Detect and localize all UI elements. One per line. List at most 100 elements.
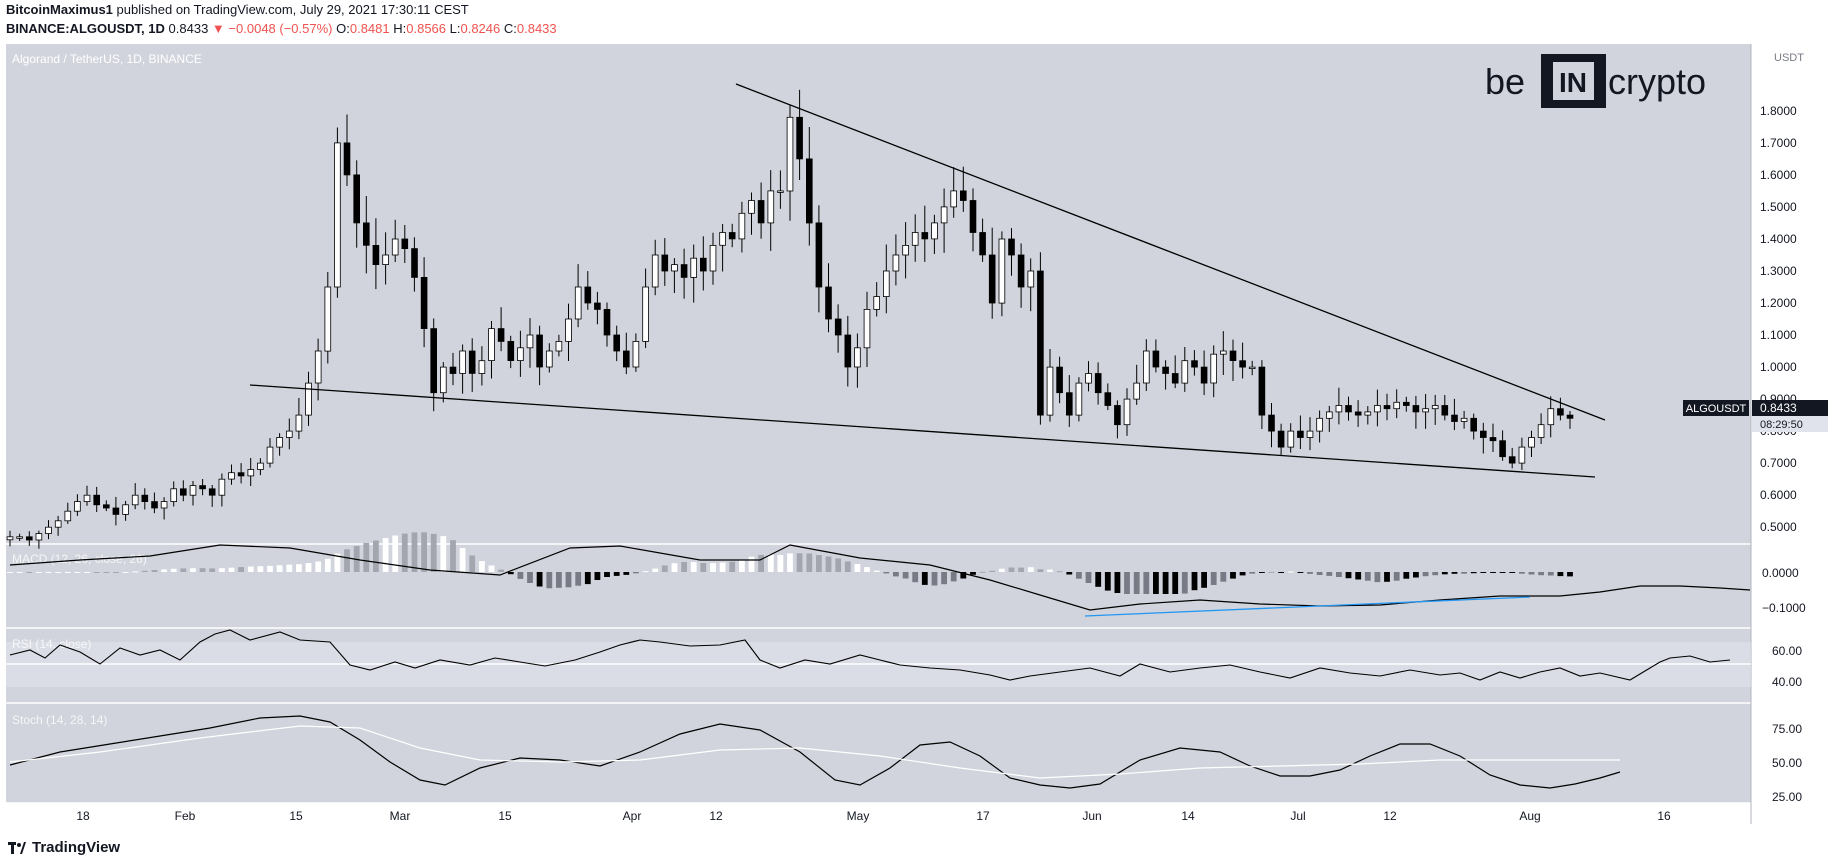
footer-brand-text: TradingView (32, 839, 121, 856)
macd-bar (941, 572, 947, 585)
price-axis-tick: 0.6000 (1760, 488, 1797, 502)
candle-body (1200, 366, 1208, 384)
macd-bar (315, 561, 322, 572)
time-axis[interactable]: 18 Feb 15 Mar 15 Apr 12 May 17 Jun 14 Ju… (76, 809, 1671, 823)
candle-body (709, 244, 717, 272)
macd-bar (1480, 572, 1487, 573)
candle-body (103, 504, 110, 509)
macd-bar (729, 561, 736, 572)
candle-body (1306, 430, 1314, 438)
macd-bar (219, 568, 225, 572)
close-value: 0.8433 (516, 21, 557, 36)
stoch-tick: 50.00 (1772, 756, 1802, 770)
candle-body (1354, 411, 1362, 416)
macd-bar (1451, 572, 1458, 574)
logo-in: IN (1559, 67, 1587, 98)
macd-bar (1422, 572, 1429, 577)
candle-body (372, 244, 380, 265)
candle-body (1393, 401, 1401, 410)
candle-body (815, 222, 823, 288)
candle-body (6, 536, 14, 541)
macd-bar (796, 553, 803, 572)
rsi-label: RSI (14, close) (12, 637, 91, 651)
candle-body (420, 276, 428, 329)
macd-bar (623, 572, 630, 575)
candle-body (661, 254, 669, 272)
candle-body (468, 350, 476, 374)
macd-bar (825, 556, 832, 572)
author-name[interactable]: BitcoinMaximus1 (6, 2, 113, 17)
price-axis[interactable]: 0.50000.60000.70000.80000.90001.00001.10… (1760, 104, 1797, 534)
high-label: H: (393, 21, 407, 36)
macd-bar (902, 572, 909, 579)
macd-bar (421, 532, 427, 572)
macd-bar (681, 562, 687, 572)
macd-bar (1461, 572, 1467, 574)
candle-body (247, 469, 255, 477)
macd-trendline[interactable] (1084, 596, 1531, 617)
macd-bar (1441, 572, 1448, 575)
macd-bar (739, 559, 745, 572)
upper-trendline[interactable] (735, 83, 1606, 421)
candle-body (1518, 446, 1526, 464)
x-tick: 15 (498, 809, 512, 823)
tradingview-logo-icon (8, 841, 26, 854)
stoch-tick: 75.00 (1772, 722, 1802, 736)
candle-body (892, 254, 900, 272)
candle-body (1489, 437, 1497, 442)
candle-body (93, 494, 101, 506)
macd-bar (960, 572, 967, 579)
high-value: 0.8566 (406, 21, 447, 36)
candle-body (1181, 360, 1189, 384)
macd-bar (1133, 572, 1140, 594)
macd-bar (758, 554, 764, 572)
candle-body (806, 158, 813, 224)
stoch-k-line (9, 715, 1621, 789)
candle-body (526, 334, 534, 349)
price-axis-tick: 1.1000 (1760, 328, 1797, 342)
down-arrow-icon: ▼ (211, 21, 225, 36)
candle-body (950, 190, 957, 208)
macd-bar (479, 561, 485, 572)
macd-bar (151, 570, 158, 572)
rsi-tick: 60.00 (1772, 644, 1802, 658)
candle-body (1566, 414, 1574, 419)
candle-body (507, 340, 515, 361)
candle-body (391, 238, 399, 256)
macd-bar (1374, 572, 1381, 583)
macd-bar (787, 553, 793, 572)
x-tick: Mar (390, 809, 411, 823)
lower-trendline[interactable] (249, 384, 1596, 478)
price-change: −0.0048 (−0.57%) (228, 21, 333, 36)
price-axis-tick: 1.7000 (1760, 136, 1797, 150)
candle-body (1008, 238, 1015, 256)
macd-bar (1249, 572, 1256, 574)
macd-bar (401, 533, 408, 572)
price-axis-tick: 1.3000 (1760, 264, 1797, 278)
footer-brand[interactable]: TradingView (8, 839, 120, 856)
candle-body (1133, 382, 1141, 400)
macd-bar (989, 570, 996, 572)
close-label: C: (503, 21, 517, 36)
chart-area[interactable]: Algorand / TetherUS, 1D, BINANCE MACD (1… (0, 0, 1828, 835)
candle-body (1451, 414, 1458, 422)
candle-body (1470, 417, 1478, 432)
candle-body (266, 446, 274, 464)
macd-bar (1490, 572, 1496, 573)
rsi-line (9, 629, 1731, 681)
macd-bar (1307, 572, 1313, 574)
candle-series (6, 89, 1574, 549)
candle-body (1316, 417, 1323, 432)
x-tick: 17 (976, 809, 990, 823)
rsi-tick: 40.00 (1772, 675, 1802, 689)
candle-body (988, 254, 996, 304)
macd-bar (64, 572, 71, 573)
candle-body (574, 286, 582, 320)
macd-bar (1278, 572, 1284, 573)
macd-bar (970, 572, 976, 575)
macd-bar (286, 564, 293, 572)
macd-bar (844, 561, 851, 572)
candle-body (1480, 430, 1487, 438)
macd-bar (411, 532, 418, 572)
candle-body (1239, 360, 1246, 368)
